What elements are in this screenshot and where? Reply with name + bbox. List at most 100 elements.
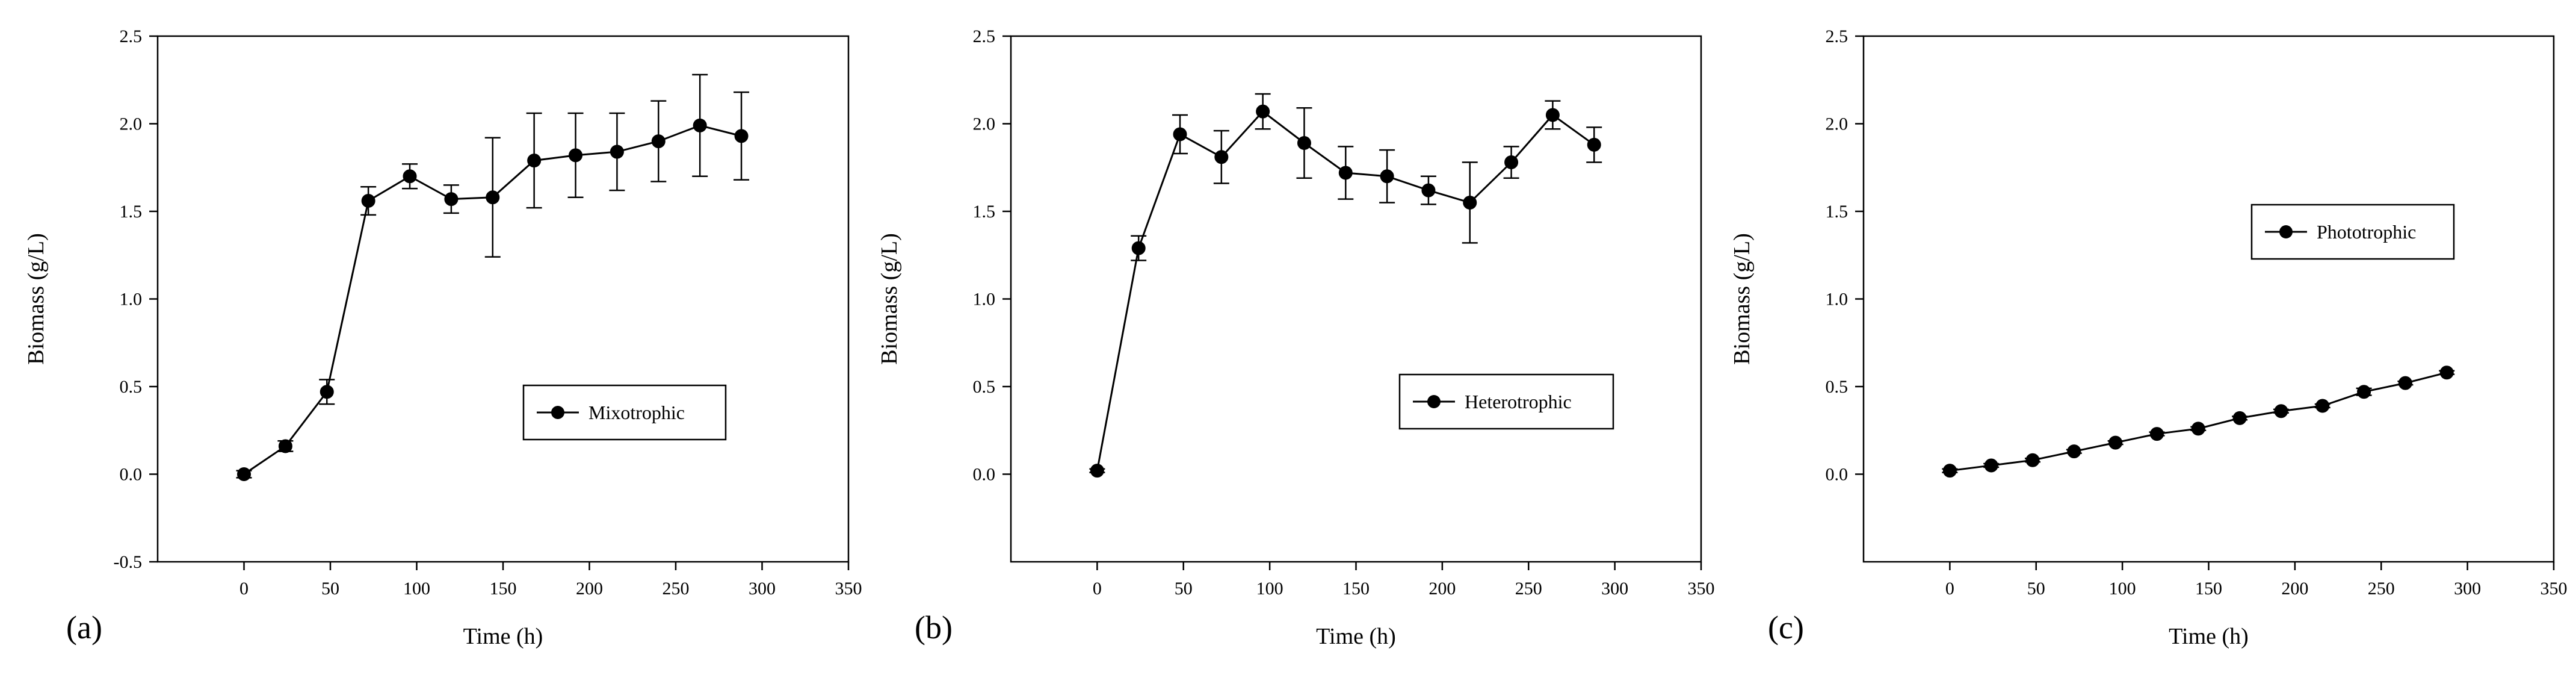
x-tick-label: 50 <box>321 579 339 599</box>
legend-label: Phototrophic <box>2317 221 2416 243</box>
data-point <box>2108 435 2123 450</box>
legend-box <box>1398 373 1614 430</box>
data-point <box>2149 427 2164 441</box>
y-axis-title: Biomass (g/L) <box>1729 233 1755 364</box>
data-point <box>734 129 749 143</box>
x-tick-label: 150 <box>2195 579 2222 599</box>
x-tick-label: 350 <box>835 579 862 599</box>
data-point <box>2439 365 2454 380</box>
y-tick-label: 2.5 <box>973 26 996 46</box>
legend: Heterotrophic <box>1398 373 1614 430</box>
data-point <box>1297 136 1311 151</box>
y-tick-label: 1.0 <box>973 290 996 310</box>
data-point <box>2067 444 2081 459</box>
chart-panel: 0 50 100 150 200 250 300 350 -0.5 0.0 0.5 1.0 1.5 2.0… <box>23 26 862 649</box>
x-tick-label: 0 <box>239 579 249 599</box>
legend: Mixotrophic <box>522 384 727 441</box>
y-tick-label: 1.0 <box>1826 290 1849 310</box>
x-tick-label: 250 <box>2368 579 2395 599</box>
data-point <box>1545 108 1560 122</box>
y-tick-label: 1.5 <box>120 202 143 222</box>
y-tick-label: 2.5 <box>1826 26 1849 46</box>
x-tick-label: 150 <box>1342 579 1370 599</box>
y-tick-label: 2.0 <box>973 114 996 134</box>
data-point <box>1504 155 1519 170</box>
data-point <box>1338 166 1353 180</box>
data-point <box>486 190 500 205</box>
x-tick-label: 250 <box>663 579 690 599</box>
x-axis-title: Time (h) <box>1316 624 1396 649</box>
x-tick-label: 300 <box>2454 579 2481 599</box>
x-tick-label: 50 <box>2027 579 2045 599</box>
y-tick-label: 0.5 <box>973 377 996 397</box>
x-tick-label: 200 <box>2281 579 2308 599</box>
data-point <box>2315 399 2330 413</box>
data-point <box>237 467 251 481</box>
x-tick-label: 350 <box>1688 579 1715 599</box>
y-tick-label: 1.5 <box>973 202 996 222</box>
x-tick-label: 150 <box>490 579 517 599</box>
data-point <box>320 385 334 399</box>
data-series <box>236 73 750 481</box>
x-axis-title: Time (h) <box>463 624 543 649</box>
panel-label: (a) <box>66 609 102 645</box>
data-series <box>1089 93 1602 478</box>
data-point <box>651 134 666 149</box>
data-point <box>1256 104 1270 119</box>
legend-label: Heterotrophic <box>1465 391 1572 412</box>
data-point <box>527 154 542 168</box>
data-point <box>1380 169 1394 184</box>
data-point <box>2232 411 2247 425</box>
legend-label: Mixotrophic <box>588 402 685 423</box>
panel-label: (c) <box>1768 609 1804 645</box>
chart-panel: 0 50 100 150 200 250 300 350 0.0 0.5 1.0 1.5 2.0 2.5 T… <box>877 26 1715 649</box>
y-tick-label: 0.0 <box>1826 465 1849 485</box>
series-line <box>1950 372 2447 472</box>
x-tick-label: 200 <box>1429 579 1456 599</box>
data-point <box>2357 385 2371 399</box>
x-tick-label: 100 <box>1256 579 1283 599</box>
x-tick-label: 300 <box>1601 579 1628 599</box>
data-point <box>361 194 375 208</box>
data-point <box>403 169 417 184</box>
data-point <box>1587 137 1601 152</box>
y-tick-label: 0.5 <box>1826 377 1849 397</box>
y-tick-label: 2.5 <box>120 26 143 46</box>
y-tick-label: 0.5 <box>120 377 143 397</box>
y-tick-label: 0.0 <box>973 465 996 485</box>
data-point <box>693 118 707 132</box>
x-tick-label: 50 <box>1175 579 1193 599</box>
panel-label: (b) <box>915 609 953 645</box>
data-point <box>444 192 459 207</box>
plot-frame <box>156 35 850 563</box>
y-tick-label: 1.0 <box>120 290 143 310</box>
y-tick-label: 1.5 <box>1826 202 1849 222</box>
x-tick-label: 350 <box>2540 579 2568 599</box>
x-tick-label: 300 <box>749 579 776 599</box>
data-point <box>278 439 292 453</box>
data-point <box>1090 464 1104 478</box>
data-point <box>1984 458 1998 473</box>
data-series <box>1942 365 2455 478</box>
chart-panel: 0 50 100 150 200 250 300 350 0.0 0.5 1.0 1.5 2.0 2.5 T… <box>1729 26 2568 649</box>
data-point <box>569 148 583 163</box>
y-tick-label: 0.0 <box>120 465 143 485</box>
y-axis-title: Biomass (g/L) <box>23 233 49 364</box>
data-point <box>1942 464 1957 478</box>
y-tick-label: -0.5 <box>114 552 143 572</box>
x-tick-label: 0 <box>1093 579 1102 599</box>
data-point <box>1214 150 1229 164</box>
x-tick-label: 100 <box>403 579 430 599</box>
legend-marker <box>551 406 564 419</box>
x-tick-label: 0 <box>1945 579 1954 599</box>
data-point <box>610 145 624 159</box>
plot-frame <box>1010 35 1702 563</box>
data-point <box>1463 195 1477 210</box>
y-tick-label: 2.0 <box>120 114 143 134</box>
plot-frame <box>1862 35 2555 563</box>
x-tick-label: 100 <box>2109 579 2136 599</box>
data-point <box>2274 404 2288 418</box>
data-point <box>2025 453 2040 467</box>
x-tick-label: 200 <box>576 579 603 599</box>
